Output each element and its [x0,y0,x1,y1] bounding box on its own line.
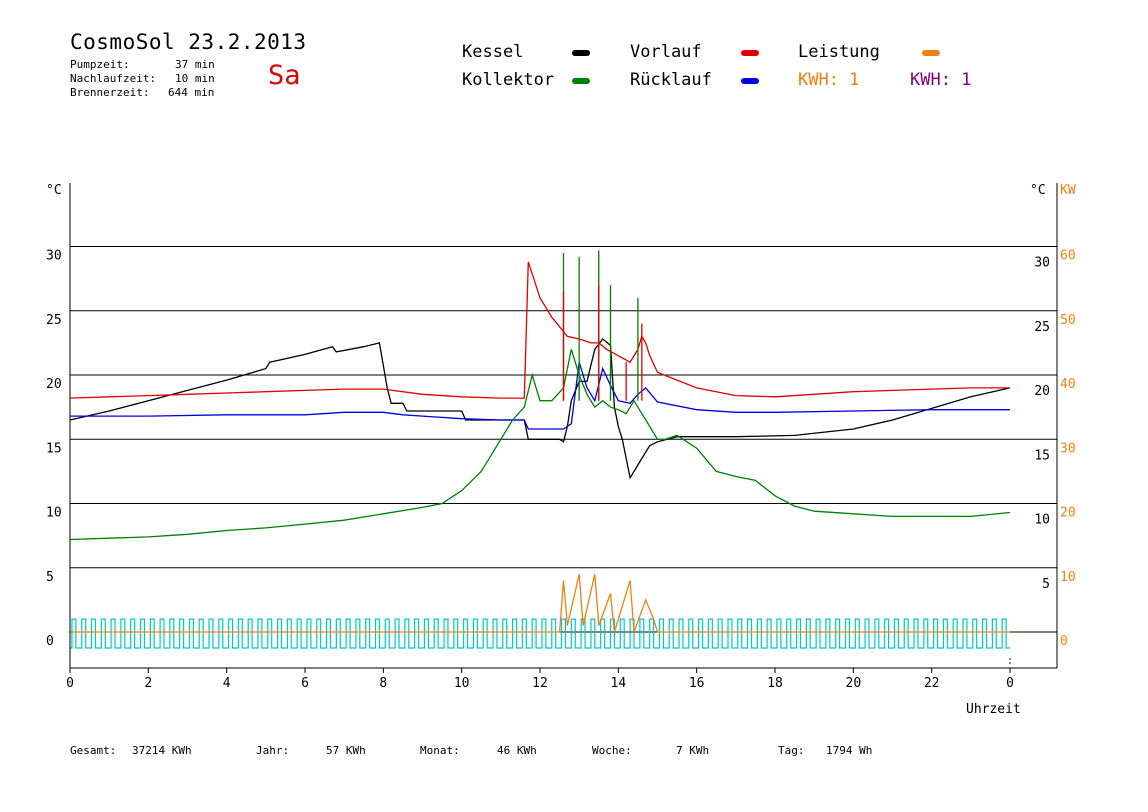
series-leistung [70,574,1010,633]
x-axis-label: Uhrzeit [966,702,1021,717]
pump-pulse-path [70,618,1010,649]
series-vorlauf [69,261,1010,399]
y-left-tick-10: 10 [46,506,62,521]
kw-tick-60: 60 [1060,249,1076,264]
stat-pumpzeit-label: Pumpzeit: [70,58,130,71]
kwh-purple-readout: KWH: 1 [910,70,972,90]
kw-tick-20: 20 [1060,506,1076,521]
x-tick-7: 14 [611,676,627,691]
x-tick-5: 10 [454,676,470,691]
x-tick-4: 8 [379,676,387,691]
series-kollektor [69,349,1011,541]
stat-pumpzeit-value: 37 min [175,58,215,71]
stat-brennerzeit-value: 644 min [168,86,215,99]
footer-woche-label: Woche: [592,744,632,757]
kw-tick-40: 40 [1060,377,1076,392]
series-kessel [69,338,1011,480]
weekday-label: Sa [268,60,301,91]
footer-monat-value: 46 KWh [497,744,537,757]
legend-leistung-label: Leistung [798,42,880,62]
y-left-tick-30: 30 [46,249,62,264]
stat-nachlaufzeit-label: Nachlaufzeit: [70,72,157,85]
y-right-tick-25: 25 [1034,320,1050,335]
y-right2-unit: KW [1060,183,1076,198]
legend-kollektor-label: Kollektor [462,70,555,90]
kw-tick-0: 0 [1060,634,1068,649]
legend-ruecklauf-label: Rücklauf [630,70,712,90]
y-right-tick-5: 5 [1042,577,1050,592]
series-ruecklauf [70,362,1010,430]
x-tick-6: 12 [532,676,548,691]
stat-nachlaufzeit-value: 10 min [175,72,215,85]
legend-ruecklauf-swatch [741,78,759,84]
x-tick-3: 6 [301,676,309,691]
legend-kollektor-swatch [572,78,590,84]
y-right-tick-20: 20 [1034,384,1050,399]
y-left-tick-20: 20 [46,377,62,392]
legend-kessel-label: Kessel [462,42,524,62]
kw-tick-50: 50 [1060,313,1076,328]
legend-vorlauf-swatch [741,50,759,56]
footer-monat-label: Monat: [420,744,460,757]
x-tick-8: 16 [689,676,705,691]
chart-lines [69,250,1011,633]
y-left-tick-0: 0 [46,634,54,649]
x-tick-10: 20 [846,676,862,691]
legend-kessel-swatch [572,50,590,56]
footer-gesamt-label: Gesamt: [70,744,117,757]
kw-tick-30: 30 [1060,441,1076,456]
x-tick-11: 22 [924,676,940,691]
y-right-tick-30: 30 [1034,256,1050,271]
kw-tick-10: 10 [1060,570,1076,585]
x-tick-1: 2 [144,676,152,691]
footer-tag-label: Tag: [778,744,805,757]
y-left-unit: °C [46,183,62,198]
y-right-unit: °C [1030,183,1046,198]
x-tick-9: 18 [767,676,783,691]
y-right-tick-15: 15 [1034,448,1050,463]
footer-tag-value: 1794 Wh [826,744,873,757]
x-tick-0: 0 [66,676,74,691]
chart-grid [70,246,1057,633]
pump-pulses [70,618,1010,649]
footer-jahr-value: 57 KWh [326,744,366,757]
legend-leistung-swatch [922,50,940,56]
footer-gesamt-value: 37214 KWh [132,744,192,757]
chart-title: CosmoSol 23.2.2013 [70,30,307,54]
footer-jahr-label: Jahr: [256,744,290,757]
y-left-tick-25: 25 [46,313,62,328]
x-tick-12: 0 [1006,676,1014,691]
stat-brennerzeit-label: Brennerzeit: [70,86,150,99]
y-right-tick-10: 10 [1034,513,1050,528]
y-left-tick-5: 5 [46,570,54,585]
legend-vorlauf-label: Vorlauf [630,42,702,62]
x-tick-2: 4 [223,676,231,691]
kwh-orange-readout: KWH: 1 [798,70,860,90]
footer-woche-value: 7 KWh [676,744,710,757]
y-left-tick-15: 15 [46,441,62,456]
